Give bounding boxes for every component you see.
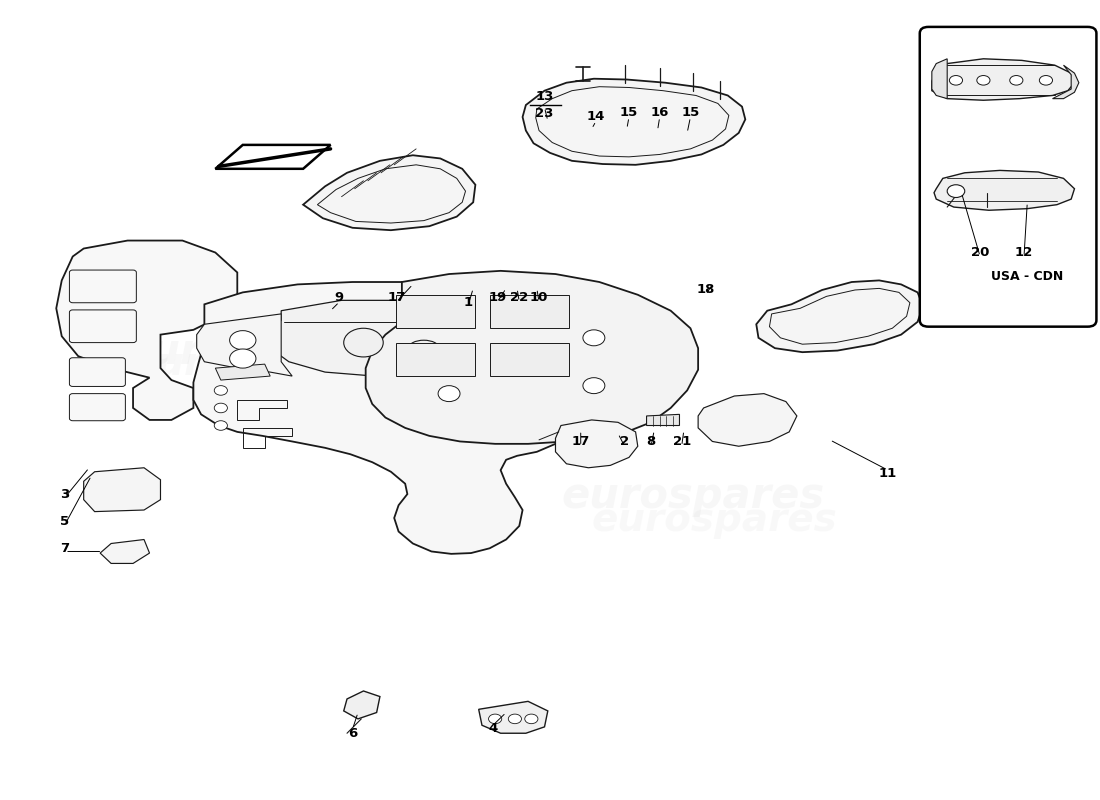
FancyBboxPatch shape xyxy=(69,358,125,386)
Circle shape xyxy=(488,714,502,724)
Circle shape xyxy=(214,403,228,413)
Text: eurospares: eurospares xyxy=(561,474,824,517)
Text: 8: 8 xyxy=(647,435,656,448)
Polygon shape xyxy=(216,364,271,380)
Polygon shape xyxy=(556,420,638,468)
Circle shape xyxy=(214,386,228,395)
Polygon shape xyxy=(934,170,1075,210)
Text: 14: 14 xyxy=(587,110,605,123)
Text: 7: 7 xyxy=(60,542,69,554)
Circle shape xyxy=(230,330,256,350)
Polygon shape xyxy=(56,241,238,420)
Circle shape xyxy=(438,386,460,402)
Circle shape xyxy=(1010,75,1023,85)
Text: 10: 10 xyxy=(530,291,548,305)
Text: eurospares: eurospares xyxy=(122,331,385,373)
Text: 22: 22 xyxy=(510,291,528,305)
Polygon shape xyxy=(490,298,508,307)
Text: USA - CDN: USA - CDN xyxy=(991,270,1064,283)
Polygon shape xyxy=(343,691,379,719)
Text: 4: 4 xyxy=(488,722,497,735)
Polygon shape xyxy=(365,271,698,444)
Text: 21: 21 xyxy=(672,435,691,448)
Polygon shape xyxy=(647,414,680,426)
Circle shape xyxy=(1040,75,1053,85)
Circle shape xyxy=(525,714,538,724)
Ellipse shape xyxy=(408,340,439,356)
Circle shape xyxy=(583,378,605,394)
Polygon shape xyxy=(100,539,150,563)
Polygon shape xyxy=(449,328,473,334)
Text: 17: 17 xyxy=(387,291,406,305)
Text: 11: 11 xyxy=(879,467,898,480)
Bar xyxy=(396,342,475,376)
Text: 2: 2 xyxy=(620,435,629,448)
Polygon shape xyxy=(271,300,550,376)
Polygon shape xyxy=(194,282,614,554)
Text: eurospares: eurospares xyxy=(592,501,837,538)
Circle shape xyxy=(508,714,521,724)
Polygon shape xyxy=(304,155,475,230)
Polygon shape xyxy=(1053,65,1079,98)
Text: 5: 5 xyxy=(60,514,69,528)
Circle shape xyxy=(977,75,990,85)
Text: 18: 18 xyxy=(696,283,715,297)
Circle shape xyxy=(583,330,605,346)
Text: 15: 15 xyxy=(620,106,638,119)
Polygon shape xyxy=(84,468,161,512)
Text: 23: 23 xyxy=(536,107,553,121)
Text: 12: 12 xyxy=(1015,246,1033,259)
Polygon shape xyxy=(757,281,923,352)
Bar xyxy=(490,342,569,376)
Polygon shape xyxy=(478,702,548,734)
Circle shape xyxy=(343,328,383,357)
Polygon shape xyxy=(932,58,947,98)
Text: 15: 15 xyxy=(681,106,700,119)
Text: 3: 3 xyxy=(60,487,69,501)
FancyBboxPatch shape xyxy=(69,270,136,302)
FancyBboxPatch shape xyxy=(920,27,1097,326)
Circle shape xyxy=(949,75,962,85)
Text: 19: 19 xyxy=(488,291,506,305)
Text: 6: 6 xyxy=(348,726,358,740)
FancyBboxPatch shape xyxy=(69,394,125,421)
Circle shape xyxy=(214,421,228,430)
Polygon shape xyxy=(197,314,293,376)
Text: 16: 16 xyxy=(650,106,669,119)
Polygon shape xyxy=(500,324,539,338)
Text: 9: 9 xyxy=(334,291,344,305)
Bar xyxy=(396,294,475,328)
Circle shape xyxy=(230,349,256,368)
Text: eurospares: eurospares xyxy=(131,345,376,383)
Text: 1: 1 xyxy=(463,296,472,310)
Polygon shape xyxy=(522,78,746,165)
Polygon shape xyxy=(932,58,1075,100)
Text: 20: 20 xyxy=(971,246,989,259)
Text: 17: 17 xyxy=(572,435,590,448)
Text: 13: 13 xyxy=(536,90,553,102)
FancyBboxPatch shape xyxy=(69,310,136,342)
Polygon shape xyxy=(216,145,331,169)
Polygon shape xyxy=(698,394,796,446)
Circle shape xyxy=(947,185,965,198)
Bar xyxy=(490,294,569,328)
